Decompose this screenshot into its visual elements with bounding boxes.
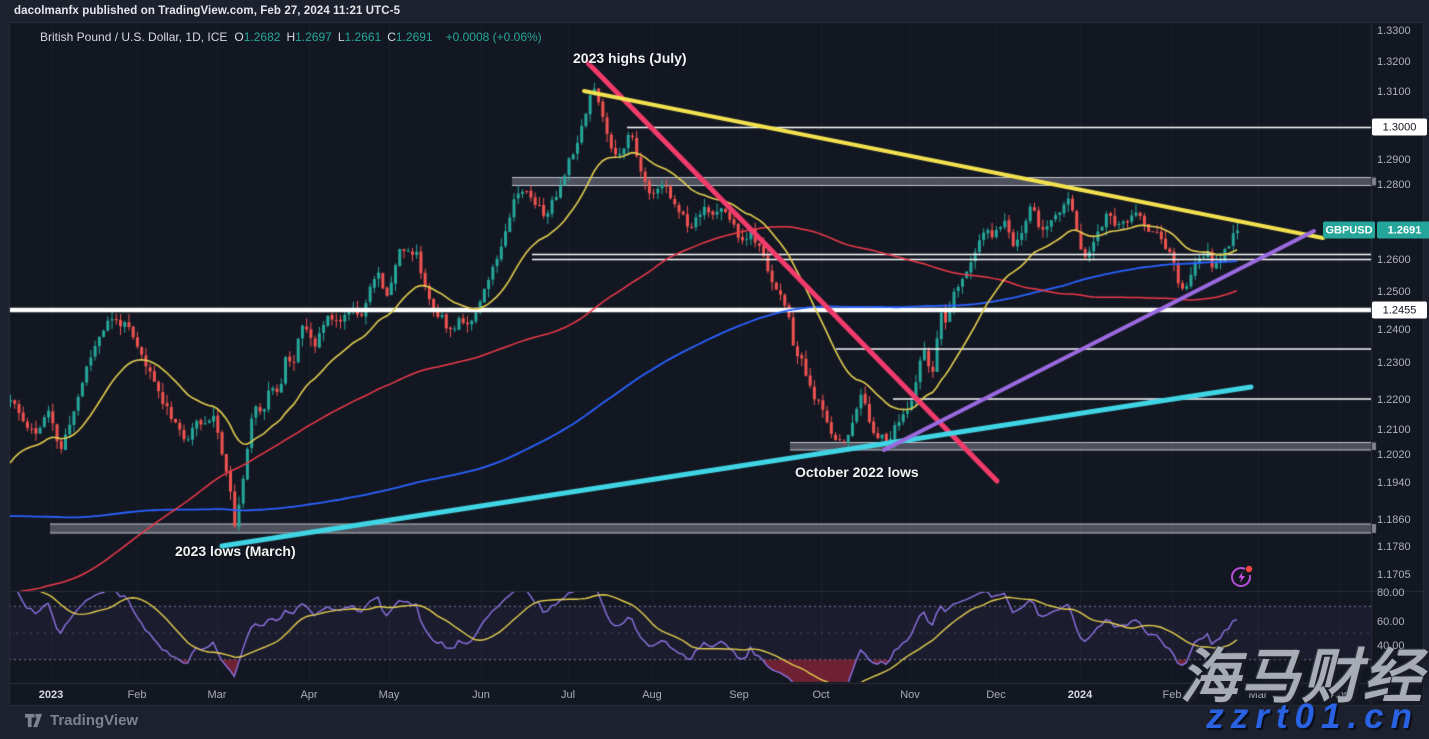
rsi-tick-label: 40.00 xyxy=(1377,640,1405,652)
watermark-url: zzrt01.cn xyxy=(1206,697,1419,736)
price-tick-label: 1.1705 xyxy=(1377,569,1411,581)
time-tick-label[interactable]: Jun xyxy=(472,689,490,701)
price-tick-label: 1.3100 xyxy=(1377,86,1411,98)
time-tick-label[interactable]: Apr xyxy=(300,689,318,701)
price-tick-label: 1.2800 xyxy=(1377,179,1411,191)
notification-dot xyxy=(1245,565,1253,573)
price-tick-label: 1.2200 xyxy=(1377,394,1411,406)
time-tick-label[interactable]: Dec xyxy=(986,689,1006,701)
ohlc-item: O1.2682 xyxy=(234,30,281,44)
time-tick-label[interactable]: Apr xyxy=(1330,689,1348,701)
price-tick-label: 1.2900 xyxy=(1377,154,1411,166)
rsi-tick-label: 80.00 xyxy=(1377,587,1405,599)
idea-flash-icon[interactable] xyxy=(1229,563,1255,589)
price-tick-label: 1.3200 xyxy=(1377,56,1411,68)
time-tick-label[interactable]: May xyxy=(378,689,400,701)
time-tick-label[interactable]: Jul xyxy=(560,689,576,701)
annotation-octlow: October 2022 lows xyxy=(795,464,919,480)
change-value: +0.0008 (+0.06%) xyxy=(445,30,542,44)
last-price-tag: 1.2691 xyxy=(1377,221,1429,239)
time-tick-label[interactable]: Oct xyxy=(812,689,830,701)
time-tick-label[interactable]: Feb xyxy=(127,689,147,701)
time-tick-label[interactable]: Mar xyxy=(1248,689,1268,701)
ohlc-item: C1.2691 xyxy=(387,30,433,44)
time-tick-label[interactable]: Sep xyxy=(729,689,749,701)
rsi-tick-label: 60.00 xyxy=(1377,616,1405,628)
symbol-title: British Pound / U.S. Dollar, 1D, ICE xyxy=(40,30,228,44)
price-tick-label: 1.2300 xyxy=(1377,357,1411,369)
price-tick-label: 1.2400 xyxy=(1377,324,1411,336)
annotation-highs: 2023 highs (July) xyxy=(573,50,687,66)
watermark-chinese: 海马财经 xyxy=(1179,644,1424,710)
ohlc-values: O1.2682 H1.2697 L1.2661 C1.2691 xyxy=(234,30,438,44)
tradingview-logo-icon xyxy=(24,713,43,728)
time-tick-label[interactable]: Nov xyxy=(900,689,920,701)
annotation-marlow: 2023 lows (March) xyxy=(175,543,296,559)
price-tick-label: 1.2100 xyxy=(1377,424,1411,436)
price-tick-label: 1.1860 xyxy=(1377,514,1411,526)
price-tick-label: 1.2500 xyxy=(1377,286,1411,298)
price-tick-label: 1.2020 xyxy=(1377,449,1411,461)
time-tick-label[interactable]: Feb xyxy=(1162,689,1182,701)
price-tick-label: 1.1940 xyxy=(1377,477,1411,489)
tradingview-brand-text: TradingView xyxy=(50,712,139,729)
price-tick-label: 1.1780 xyxy=(1377,541,1411,553)
ohlc-item: L1.2661 xyxy=(337,30,382,44)
time-tick-label[interactable]: 2024 xyxy=(1067,689,1093,701)
ohlc-item: H1.2697 xyxy=(286,30,332,44)
price-level-label: 1.3000 xyxy=(1372,118,1427,136)
price-level-label: 1.2455 xyxy=(1372,301,1427,319)
price-tick-label: 1.3300 xyxy=(1377,25,1411,37)
rsi-tick-label: 20.00 xyxy=(1377,666,1405,678)
time-tick-label[interactable]: 2023 xyxy=(38,689,64,701)
time-tick-label[interactable]: Mar xyxy=(207,689,227,701)
symbol-info-bar[interactable]: British Pound / U.S. Dollar, 1D, ICE O1.… xyxy=(40,30,542,44)
last-price-axis-label[interactable]: GBPUSD 1.2691 xyxy=(1323,221,1429,239)
symbol-tag: GBPUSD xyxy=(1323,221,1375,239)
price-tick-label: 1.2600 xyxy=(1377,254,1411,266)
lightning-bolt-glyph xyxy=(1238,571,1245,583)
tradingview-footer[interactable]: TradingView xyxy=(24,711,138,730)
publish-byline: dacolmanfx published on TradingView.com,… xyxy=(14,5,401,17)
time-tick-label[interactable]: Aug xyxy=(642,689,662,701)
